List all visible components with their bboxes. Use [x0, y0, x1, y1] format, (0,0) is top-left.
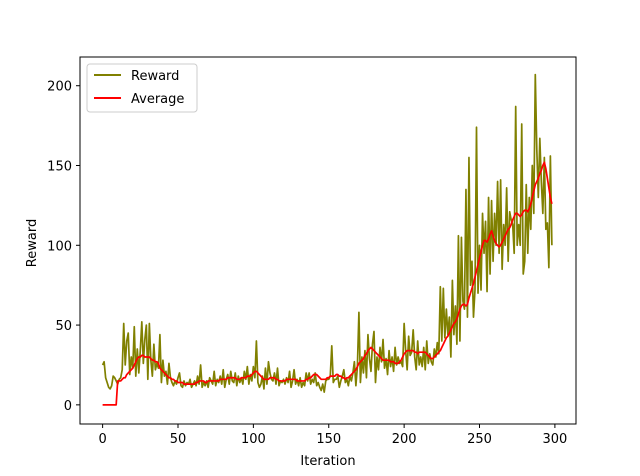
y-tick-label: 150 [47, 160, 72, 175]
legend-label-average: Average [131, 92, 184, 107]
legend: Reward Average [86, 63, 198, 113]
x-axis-label: Iteration [300, 454, 355, 469]
x-tick-label: 300 [542, 432, 567, 447]
y-tick-label: 0 [64, 399, 72, 414]
y-tick-label: 100 [47, 239, 72, 254]
x-tick-label: 50 [170, 432, 187, 447]
y-tick-label: 200 [47, 80, 72, 95]
y-axis-ticks: 0 50 100 150 200 [47, 80, 80, 414]
y-axis-label: Reward [25, 219, 40, 267]
x-tick-label: 150 [316, 432, 341, 447]
x-axis-ticks: 0 50 100 150 200 250 300 [98, 424, 567, 447]
legend-label-reward: Reward [131, 69, 179, 84]
series-line-average [102, 161, 553, 406]
plot-frame [79, 56, 577, 425]
x-tick-label: 250 [467, 432, 492, 447]
x-tick-label: 0 [98, 432, 106, 447]
y-tick-label: 50 [55, 319, 72, 334]
x-tick-label: 200 [392, 432, 417, 447]
series-layer [101, 73, 553, 406]
series-line-reward [101, 73, 553, 393]
x-tick-label: 100 [241, 432, 266, 447]
